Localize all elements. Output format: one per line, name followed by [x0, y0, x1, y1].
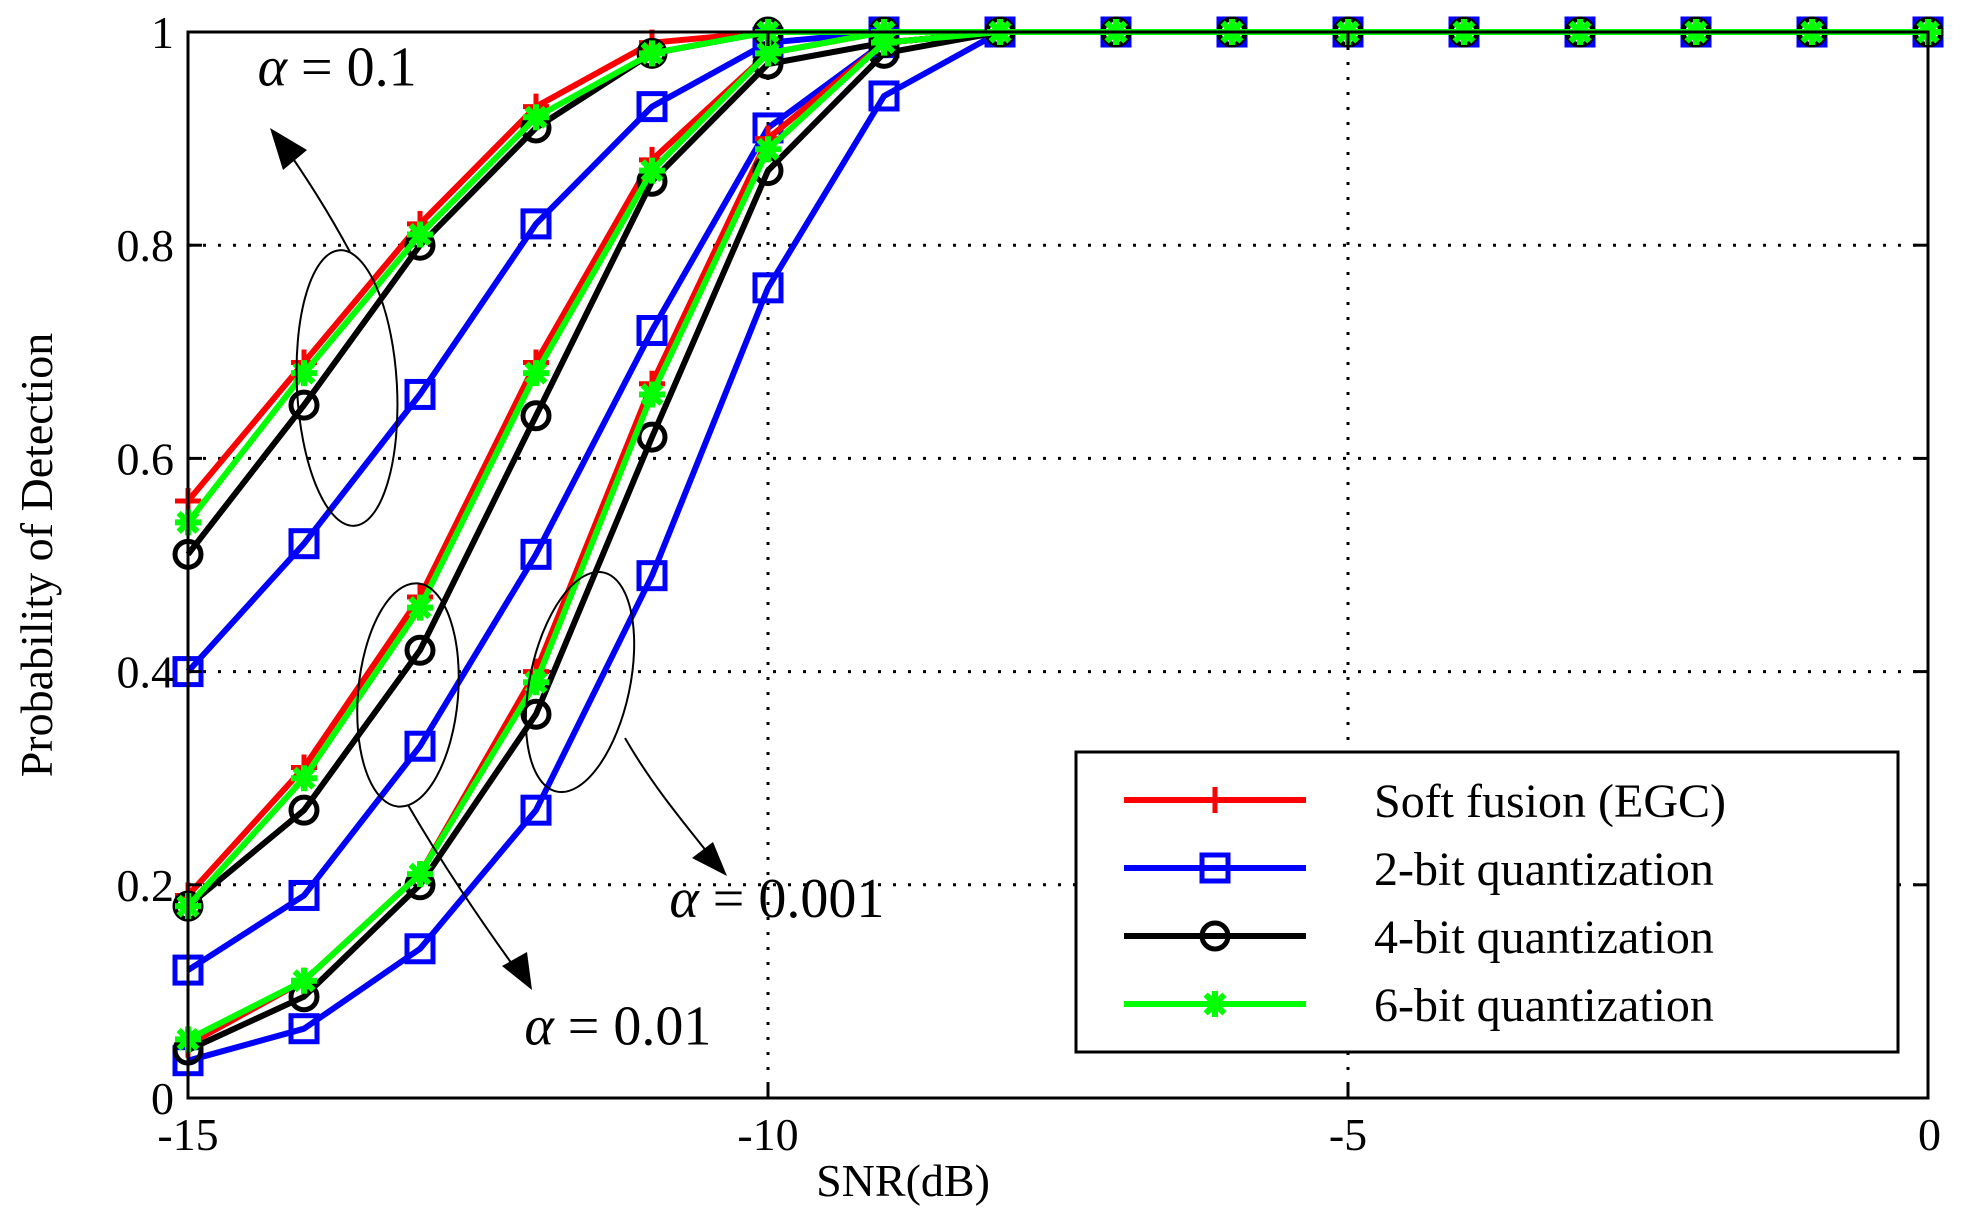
alpha-0.01-arrow — [407, 804, 521, 976]
legend-label: 4-bit quantization — [1374, 911, 1714, 964]
data-point — [639, 381, 665, 408]
data-point — [523, 669, 549, 696]
legend-marker — [1199, 852, 1231, 884]
legend-label: Soft fusion (EGC) — [1374, 775, 1726, 828]
axis-ticks: -15 -10 -5 0 0 0.2 0.4 0.6 0.8 1 — [117, 7, 1942, 1160]
data-point — [404, 730, 436, 762]
plot-frame — [186, 30, 1930, 1100]
data-point — [868, 80, 900, 112]
axis-titles: SNR(dB) Probability of Detection — [11, 333, 990, 1206]
legend-label: 6-bit quantization — [1374, 979, 1714, 1032]
data-point — [636, 560, 668, 592]
data-point — [752, 272, 784, 304]
annotation-arrowheads — [270, 128, 727, 990]
data-point — [639, 157, 665, 184]
data-point — [520, 400, 552, 432]
alpha-0.01-ellipse — [356, 582, 460, 808]
data-point — [288, 794, 320, 826]
annotation-alpha=0.001: α = 0.001 — [669, 868, 884, 930]
data-point — [520, 538, 552, 570]
data-point — [523, 360, 549, 387]
data-point — [291, 360, 317, 387]
data-point — [288, 528, 320, 560]
y-axis-title: Probability of Detection — [11, 333, 62, 778]
data-point — [288, 389, 320, 421]
data-point — [520, 794, 552, 826]
y-tick-label: 0 — [151, 1073, 174, 1124]
data-point — [291, 967, 317, 994]
grid-lines — [188, 32, 1928, 1098]
alpha-0.01-arrowhead — [502, 952, 532, 990]
annotation-symbol: α — [524, 996, 555, 1058]
annotation-alpha=0.01: α = 0.01 — [524, 996, 711, 1058]
annotation-symbol: α — [669, 868, 700, 930]
legend-marker — [1202, 991, 1228, 1017]
legend-marker — [1202, 787, 1228, 813]
alpha-0.1-ellipse — [295, 249, 399, 527]
data-point — [520, 208, 552, 240]
legend-marker — [1199, 920, 1231, 952]
x-tick-label: -10 — [737, 1109, 798, 1160]
y-tick-label: 0.8 — [117, 220, 175, 271]
y-tick-label: 0.6 — [117, 433, 175, 484]
x-axis-title: SNR(dB) — [816, 1155, 990, 1206]
x-tick-label: -15 — [157, 1109, 218, 1160]
legend-entry: Soft fusion (EGC) — [1124, 775, 1726, 828]
data-point — [636, 421, 668, 453]
legend-label: 2-bit quantization — [1374, 843, 1714, 896]
data-point — [636, 314, 668, 346]
legend-entry: 2-bit quantization — [1124, 843, 1714, 896]
data-point — [404, 933, 436, 965]
annotation-shapes — [279, 139, 716, 976]
y-tick-label: 1 — [151, 7, 174, 58]
annotation-symbol: α — [258, 36, 289, 98]
annotation-value: = 0.01 — [554, 996, 712, 1058]
data-point — [407, 594, 433, 621]
data-point — [755, 136, 781, 163]
legend: Soft fusion (EGC) 2-bit quantization 4-bit… — [1074, 750, 1900, 1054]
legend-entry: 6-bit quantization — [1124, 979, 1714, 1032]
data-point — [288, 879, 320, 911]
data-point — [636, 91, 668, 123]
alpha-0.001-ellipse — [524, 570, 636, 794]
y-tick-label: 0.2 — [117, 860, 175, 911]
y-tick-label: 0.4 — [117, 647, 175, 698]
annotation-alpha=0.1: α = 0.1 — [258, 36, 417, 98]
data-point — [404, 634, 436, 666]
data-point — [755, 40, 781, 67]
data-point — [520, 698, 552, 730]
data-point — [639, 40, 665, 67]
data-point — [407, 221, 433, 248]
x-tick-label: 0 — [1918, 1109, 1941, 1160]
data-point — [523, 104, 549, 131]
alpha-0.1-arrowhead — [270, 128, 307, 170]
data-point — [404, 378, 436, 410]
data-point — [871, 29, 897, 56]
annotations: α = 0.1α = 0.01α = 0.001 — [258, 36, 885, 1057]
alpha-0.001-arrowhead — [692, 842, 727, 876]
data-point — [288, 1013, 320, 1045]
data-point — [407, 861, 433, 888]
annotation-value: = 0.1 — [287, 36, 417, 98]
data-point — [291, 765, 317, 792]
legend-entry: 4-bit quantization — [1124, 911, 1714, 964]
x-tick-label: -5 — [1329, 1109, 1367, 1160]
annotation-value: = 0.001 — [699, 868, 885, 930]
